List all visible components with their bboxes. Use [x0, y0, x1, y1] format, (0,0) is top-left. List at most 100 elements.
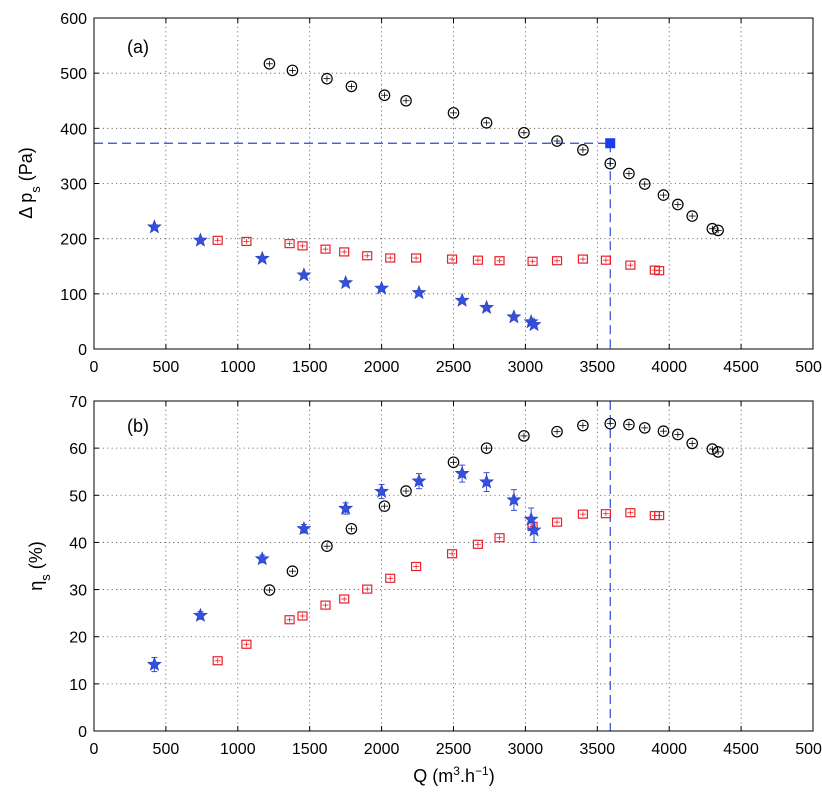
panel-a-y-label-sub: s — [28, 186, 43, 193]
square-point — [551, 517, 563, 527]
x-tick-label: 500 — [153, 359, 180, 376]
circle-point — [672, 428, 684, 441]
circle-point — [686, 210, 699, 222]
panel-b-data-marks — [146, 417, 724, 673]
panel-a-reference-lines — [94, 142, 611, 349]
star-point — [526, 316, 542, 332]
circle-point — [706, 222, 719, 235]
panel-a-label: (a) — [127, 37, 149, 57]
circle-point — [447, 107, 460, 119]
circle-point — [604, 157, 617, 170]
x-tick-label: 4500 — [723, 359, 759, 376]
panel-a-grid — [94, 18, 813, 349]
y-tick-label: 20 — [69, 630, 87, 647]
circle-point — [518, 430, 530, 442]
circle-point — [263, 584, 276, 596]
star-point — [526, 522, 542, 537]
y-tick-label: 60 — [69, 441, 87, 458]
square-point — [600, 255, 612, 265]
y-tick-label: 30 — [69, 583, 87, 600]
x-tick-label: 4000 — [651, 741, 687, 758]
square-point — [577, 509, 589, 519]
circle-point — [400, 94, 412, 107]
square-point — [472, 255, 484, 265]
square-point — [320, 600, 331, 610]
circle-point — [623, 167, 635, 180]
square-point — [362, 251, 373, 261]
star-point — [192, 607, 208, 622]
y-tick-label: 200 — [60, 232, 87, 249]
circle-point — [286, 64, 299, 77]
square-point — [241, 236, 252, 247]
circle-point — [686, 437, 699, 450]
y-tick-label: 100 — [60, 287, 87, 304]
star-point — [523, 511, 539, 526]
star-point — [254, 250, 270, 265]
square-point — [494, 256, 505, 266]
x-tick-label: 3500 — [580, 741, 616, 758]
square-point — [297, 241, 308, 251]
circle-point — [400, 485, 412, 497]
star-point — [411, 473, 427, 488]
circle-point — [518, 126, 530, 139]
x-tick-label: 4000 — [651, 359, 687, 376]
square-point — [385, 253, 396, 263]
y-tick-label: 10 — [69, 677, 87, 694]
x-tick-label: 1000 — [220, 359, 256, 376]
circle-point — [551, 425, 563, 438]
circle-point — [706, 443, 719, 455]
star-point — [506, 492, 522, 507]
circle-point — [378, 89, 391, 102]
circle-point — [638, 422, 651, 434]
panel-b-label: (b) — [127, 416, 149, 436]
square-point — [241, 639, 252, 649]
circle-point — [577, 144, 589, 156]
y-tick-label: 70 — [69, 394, 87, 411]
panel-b-ticks: 0 500 1000 1500 2000 2500 3000 3500 4000 4500 500 0… — [69, 394, 822, 758]
star-point — [338, 274, 354, 290]
x-tick-label: 2000 — [364, 359, 400, 376]
square-point — [411, 253, 422, 263]
x-tick-label: 4500 — [723, 741, 759, 758]
y-tick-label: 0 — [78, 724, 87, 741]
square-point — [446, 254, 458, 264]
star-point — [374, 483, 390, 498]
panel-a-y-label-unit: (Pa) — [16, 147, 36, 186]
y-tick-label: 500 — [60, 66, 87, 83]
x-tick-label: 3500 — [580, 359, 616, 376]
circle-point — [577, 419, 589, 432]
star-point — [411, 284, 427, 300]
operating-point-marker — [605, 138, 616, 149]
x-tick-label: 2000 — [364, 741, 400, 758]
panel-a-y-label-main: Δ p — [16, 193, 36, 219]
panel-b-y-axis-label: ηs (%) — [26, 541, 53, 591]
y-tick-label: 50 — [69, 488, 87, 505]
square-point — [212, 235, 223, 245]
circle-point — [321, 72, 333, 85]
square-point — [339, 247, 350, 257]
circle-point — [657, 189, 670, 201]
star-point — [254, 551, 270, 566]
star-point — [479, 474, 495, 489]
panel-a-y-axis-label: Δ ps (Pa) — [16, 147, 43, 219]
panel-b-y-label-sub: s — [38, 574, 53, 581]
x-tick-label: 0 — [90, 741, 99, 758]
circle-point — [345, 522, 358, 535]
circle-point — [672, 198, 684, 211]
star-point — [454, 292, 470, 307]
star-point — [454, 465, 470, 480]
panel-a-pressure-chart: 0 500 1000 1500 2000 2500 3000 3500 4000 4500 500 0… — [16, 11, 822, 376]
y-tick-label: 40 — [69, 535, 87, 552]
square-point — [446, 549, 458, 559]
circle-point — [480, 117, 493, 129]
circle-point — [712, 224, 724, 237]
circle-point — [321, 540, 333, 552]
circle-point — [551, 135, 563, 147]
x-tick-label: 2500 — [436, 741, 472, 758]
square-point — [297, 611, 308, 621]
circle-point — [378, 500, 391, 512]
square-point — [654, 510, 665, 521]
